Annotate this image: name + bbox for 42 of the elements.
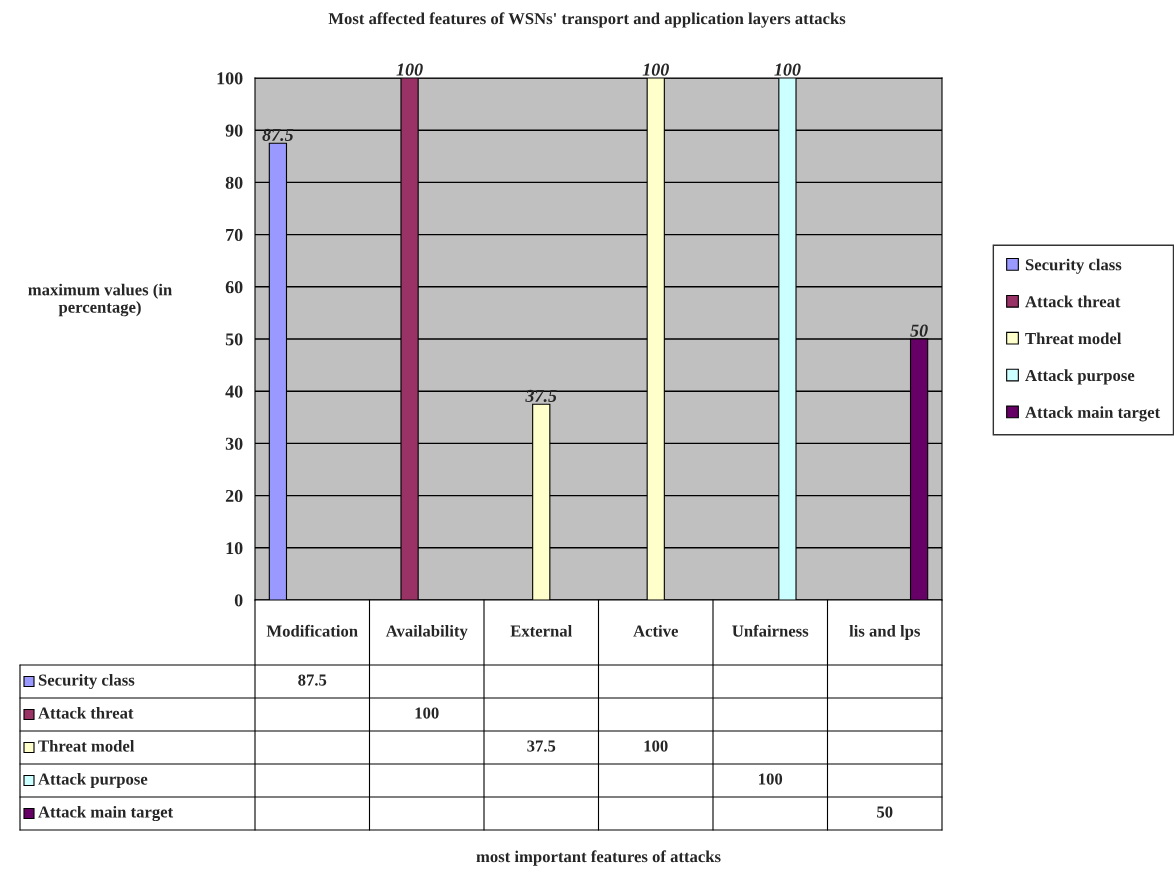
y-tick-label: 0: [234, 594, 243, 607]
text: 100: [415, 707, 439, 719]
y-tick-label: 30: [225, 437, 243, 450]
y-tick-label: 20: [225, 489, 243, 503]
y-tick-label: 100: [217, 72, 243, 85]
y-tick-label: 60: [225, 281, 243, 294]
legend-label: Attack purpose: [1025, 369, 1135, 385]
text: 50: [877, 806, 893, 818]
y-tick-label: 70: [226, 228, 243, 242]
text: Attack main target: [38, 805, 174, 822]
y-tick-label: 90: [225, 124, 243, 137]
data-label: 37.5: [527, 740, 556, 752]
legend-label: Attack threat: [38, 706, 134, 719]
text: 87.5: [298, 674, 327, 686]
x-tick-label: Unfairness: [732, 624, 809, 637]
data-label: 50: [910, 324, 928, 337]
y-tick-label: 80: [225, 176, 243, 189]
data-label: 100: [644, 740, 668, 752]
data-label: 100: [396, 63, 423, 76]
legend-label: Threat model: [1025, 332, 1122, 345]
text: 100: [642, 63, 669, 76]
x-tick-label: Modification: [266, 624, 358, 637]
text: most important features of attacks: [476, 850, 721, 866]
y-tick-label: 50: [225, 333, 243, 346]
text: Attack purpose: [38, 772, 148, 789]
y-tick-label: 40: [225, 385, 243, 398]
y-axis-title: maximum values (in percentage): [28, 283, 172, 317]
text: 100: [759, 773, 783, 785]
data-label: 87.5: [262, 128, 294, 142]
legend-label: Attack main target: [1025, 406, 1161, 422]
x-tick-label: Availability: [385, 624, 468, 641]
y-tick-label: 10: [226, 542, 243, 555]
data-label: 100: [774, 63, 801, 76]
annotation: 37.5: [525, 389, 557, 403]
text: Attack threat: [1025, 295, 1121, 308]
text: Security class: [1025, 258, 1122, 274]
text: Threat model: [38, 739, 135, 752]
x-tick-label: lis and lps: [849, 624, 921, 641]
x-tick-label: Active: [633, 624, 678, 637]
chart-title: Most affected features of WSNs' transport and application layers attacks: [328, 12, 846, 28]
x-tick-label: External: [510, 624, 572, 637]
legend-label: Security class: [38, 673, 135, 690]
